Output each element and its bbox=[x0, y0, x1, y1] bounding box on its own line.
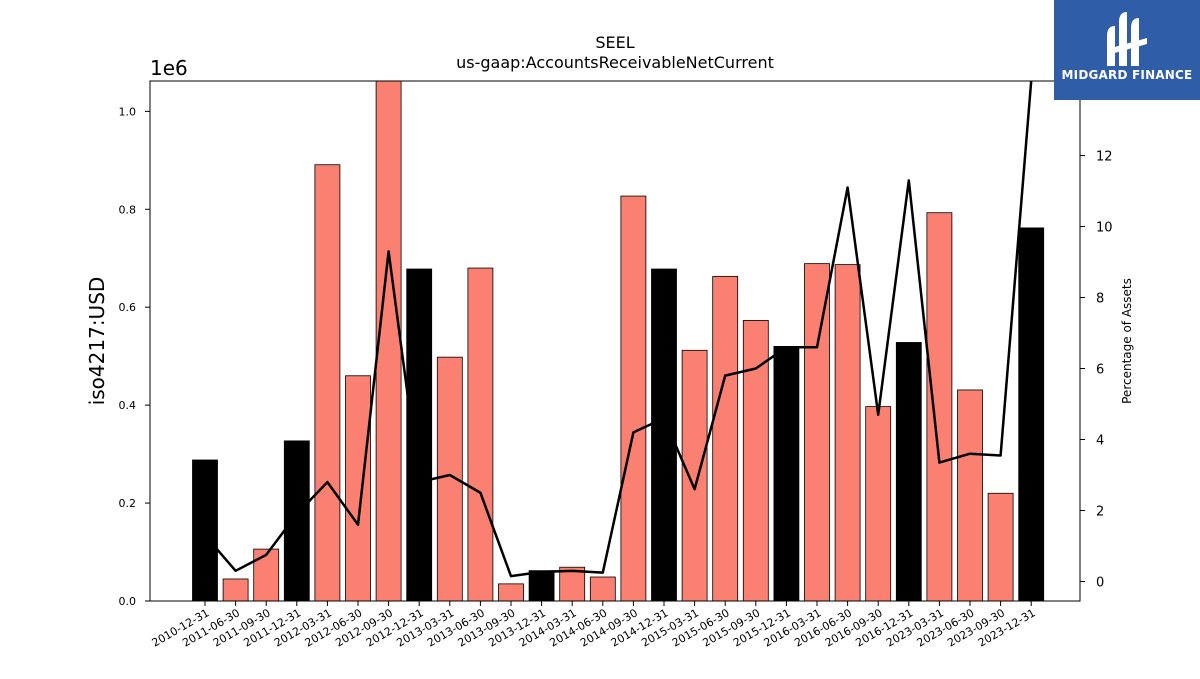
bar-2023-06-30 bbox=[957, 389, 983, 602]
bar-2011-06-30 bbox=[222, 578, 249, 602]
y-tick-label: 0.2 bbox=[119, 497, 137, 510]
left-y-axis: 0.0 0.2 0.4 0.6 0.8 1.0 bbox=[119, 105, 150, 608]
y2-axis-label: Percentage of Assets bbox=[1120, 278, 1134, 404]
y2-tick-label: 6 bbox=[1096, 363, 1104, 378]
bar-2016-06-30 bbox=[834, 264, 861, 602]
y-tick-label: 0.8 bbox=[119, 203, 137, 216]
bar-2012-12-31 bbox=[406, 268, 433, 602]
bar-2011-09-30 bbox=[253, 548, 280, 602]
y-tick-label: 0.0 bbox=[119, 595, 137, 608]
brand-logo: MIDGARD FINANCE bbox=[1054, 0, 1200, 100]
bar-2016-09-30 bbox=[865, 406, 892, 602]
bar-2023-12-31 bbox=[1018, 227, 1045, 602]
bar-2014-03-31 bbox=[559, 566, 586, 602]
percentage-line bbox=[204, 80, 1033, 578]
bar-2013-09-30 bbox=[498, 583, 524, 602]
right-y-axis: 0 2 4 6 8 10 12 bbox=[1080, 150, 1113, 590]
y-axis-label: iso4217:USD bbox=[85, 277, 109, 406]
y2-tick-label: 12 bbox=[1096, 150, 1113, 165]
bar-2010-12-31 bbox=[192, 459, 218, 602]
line-layer bbox=[204, 80, 1033, 578]
y2-tick-label: 2 bbox=[1096, 504, 1104, 519]
y-multiplier-label: 1e6 bbox=[150, 56, 188, 80]
bar-2012-06-30 bbox=[345, 375, 371, 602]
bar-2015-03-31 bbox=[681, 349, 708, 602]
x-axis: 2010-12-312011-06-302011-09-302011-12-31… bbox=[150, 601, 1038, 650]
bar-2014-12-31 bbox=[651, 268, 677, 602]
bar-2011-12-31 bbox=[283, 440, 310, 602]
y2-tick-label: 4 bbox=[1096, 433, 1104, 448]
bar-2012-09-30 bbox=[375, 80, 402, 602]
bar-2014-09-30 bbox=[620, 195, 647, 602]
bar-2015-06-30 bbox=[712, 275, 739, 602]
y-tick-label: 0.6 bbox=[119, 301, 137, 314]
bar-2016-03-31 bbox=[804, 263, 830, 602]
bars-layer bbox=[192, 80, 1045, 602]
logo-text: MIDGARD FINANCE bbox=[1061, 68, 1193, 82]
midgard-logo-icon bbox=[1107, 12, 1147, 66]
bar-2023-03-31 bbox=[926, 212, 953, 602]
bar-2014-06-30 bbox=[589, 576, 616, 602]
y-tick-label: 0.4 bbox=[119, 399, 137, 412]
y-tick-label: 1.0 bbox=[119, 105, 137, 118]
y2-tick-label: 0 bbox=[1096, 575, 1104, 590]
bar-2013-12-31 bbox=[528, 570, 555, 602]
chart-subtitle: us-gaap:AccountsReceivableNetCurrent bbox=[456, 53, 774, 72]
bar-2016-12-31 bbox=[895, 342, 922, 602]
bar-2012-03-31 bbox=[314, 164, 341, 602]
plot-frame bbox=[149, 80, 1081, 602]
chart-title: SEEL bbox=[595, 33, 634, 52]
y2-tick-label: 10 bbox=[1096, 221, 1113, 236]
y2-tick-label: 8 bbox=[1096, 292, 1104, 307]
bar-2015-12-31 bbox=[773, 345, 800, 602]
bar-2013-06-30 bbox=[467, 267, 494, 602]
bar-2023-09-30 bbox=[987, 492, 1014, 602]
